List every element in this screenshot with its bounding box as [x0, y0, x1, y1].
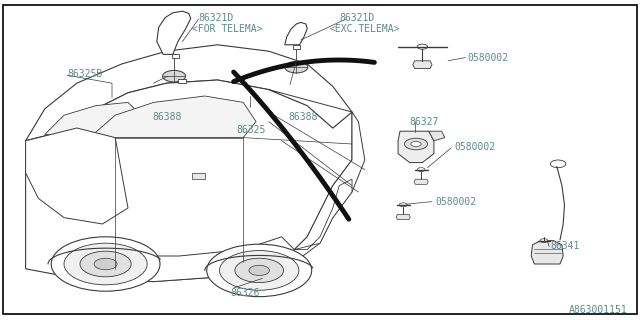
Text: 86325B: 86325B [67, 68, 102, 79]
Polygon shape [293, 45, 300, 49]
Circle shape [51, 237, 160, 291]
Polygon shape [26, 80, 352, 282]
Circle shape [404, 138, 428, 150]
Polygon shape [429, 131, 445, 141]
Circle shape [417, 168, 425, 172]
Circle shape [64, 243, 147, 285]
Text: 86327: 86327 [410, 116, 439, 127]
Polygon shape [396, 214, 410, 220]
Circle shape [540, 239, 548, 243]
Polygon shape [157, 11, 191, 54]
Polygon shape [414, 179, 428, 184]
Text: 86326: 86326 [230, 288, 260, 298]
Polygon shape [413, 61, 432, 68]
Polygon shape [398, 131, 434, 163]
Polygon shape [269, 90, 365, 262]
Polygon shape [26, 45, 352, 141]
Text: <EXC.TELEMA>: <EXC.TELEMA> [330, 24, 400, 34]
Polygon shape [64, 237, 294, 282]
Circle shape [207, 244, 312, 297]
Polygon shape [45, 102, 141, 138]
Polygon shape [178, 79, 186, 83]
Text: 86388: 86388 [288, 112, 317, 122]
Circle shape [220, 251, 299, 290]
Text: 86325: 86325 [237, 124, 266, 135]
Text: 86341: 86341 [550, 241, 580, 252]
Circle shape [417, 44, 428, 49]
Text: A863001151: A863001151 [568, 305, 627, 316]
Circle shape [235, 258, 284, 283]
Text: 0580002: 0580002 [435, 196, 476, 207]
Circle shape [411, 141, 421, 147]
Text: 86321D: 86321D [339, 12, 374, 23]
Text: 0580002: 0580002 [454, 142, 495, 152]
Text: 86321D: 86321D [198, 12, 234, 23]
Text: 0580002: 0580002 [467, 52, 508, 63]
Circle shape [550, 160, 566, 168]
Text: <FOR TELEMA>: <FOR TELEMA> [192, 24, 262, 34]
Circle shape [80, 251, 131, 277]
Circle shape [285, 61, 308, 73]
Polygon shape [294, 179, 352, 250]
Circle shape [249, 265, 269, 276]
Circle shape [163, 70, 186, 82]
Polygon shape [531, 241, 563, 264]
Polygon shape [285, 22, 307, 45]
Circle shape [94, 258, 117, 270]
Circle shape [399, 203, 407, 207]
Text: 86388: 86388 [152, 112, 182, 122]
Polygon shape [172, 54, 179, 58]
Polygon shape [26, 128, 128, 224]
Polygon shape [192, 173, 205, 179]
Polygon shape [90, 96, 256, 138]
